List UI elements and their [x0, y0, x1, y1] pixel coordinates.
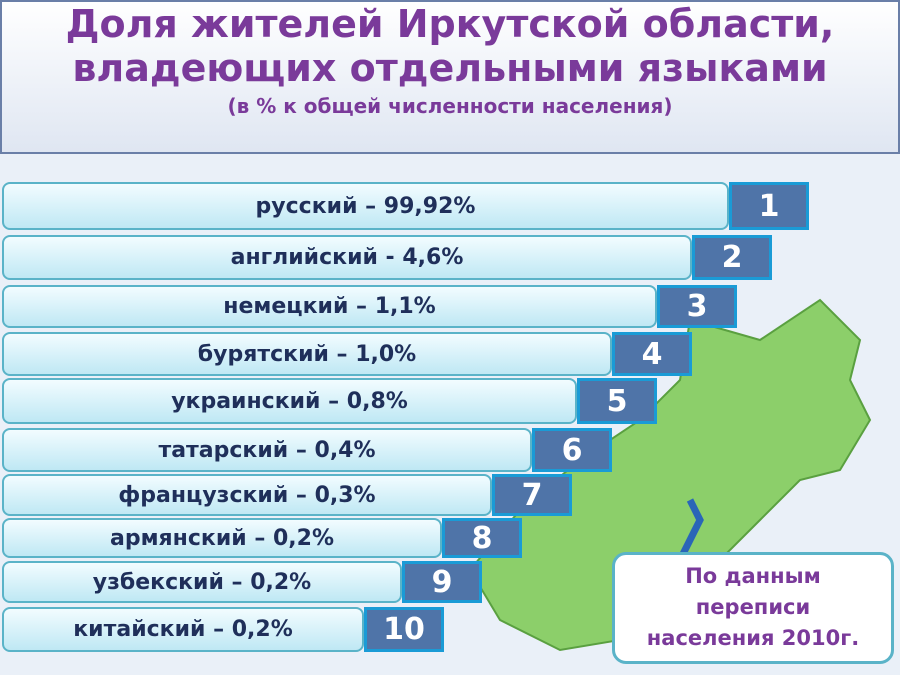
rank-box: 1 — [729, 182, 809, 230]
note: По данным переписи населения 2010г. — [612, 552, 894, 664]
language-bar: русский – 99,92% — [2, 182, 729, 230]
rank-box: 10 — [364, 607, 444, 652]
title: владеющих отдельными языками — [72, 46, 828, 90]
rank-box: 5 — [577, 378, 657, 424]
header: Доля жителей Иркутской области, владеющи… — [0, 0, 900, 154]
note-line: По данным — [685, 564, 821, 588]
language-bar: татарский – 0,4% — [2, 428, 532, 472]
language-bar: китайский – 0,2% — [2, 607, 364, 652]
language-bar: французский – 0,3% — [2, 474, 492, 516]
language-bar: бурятский – 1,0% — [2, 332, 612, 376]
note-line: переписи — [695, 595, 811, 619]
language-bar: армянский – 0,2% — [2, 518, 442, 558]
subtitle: (в % к общей численности населения) — [227, 94, 673, 118]
language-bar: немецкий – 1,1% — [2, 285, 657, 328]
rank-box: 9 — [402, 561, 482, 603]
rank-box: 7 — [492, 474, 572, 516]
rank-box: 2 — [692, 235, 772, 280]
rank-box: 4 — [612, 332, 692, 376]
language-bar: английский - 4,6% — [2, 235, 692, 280]
language-bar: украинский – 0,8% — [2, 378, 577, 424]
language-bar: узбекский – 0,2% — [2, 561, 402, 603]
note-line: населения 2010г. — [646, 626, 860, 650]
rank-box: 6 — [532, 428, 612, 472]
rank-box: 3 — [657, 285, 737, 328]
rank-box: 8 — [442, 518, 522, 558]
title: Доля жителей Иркутской области, — [65, 2, 835, 46]
